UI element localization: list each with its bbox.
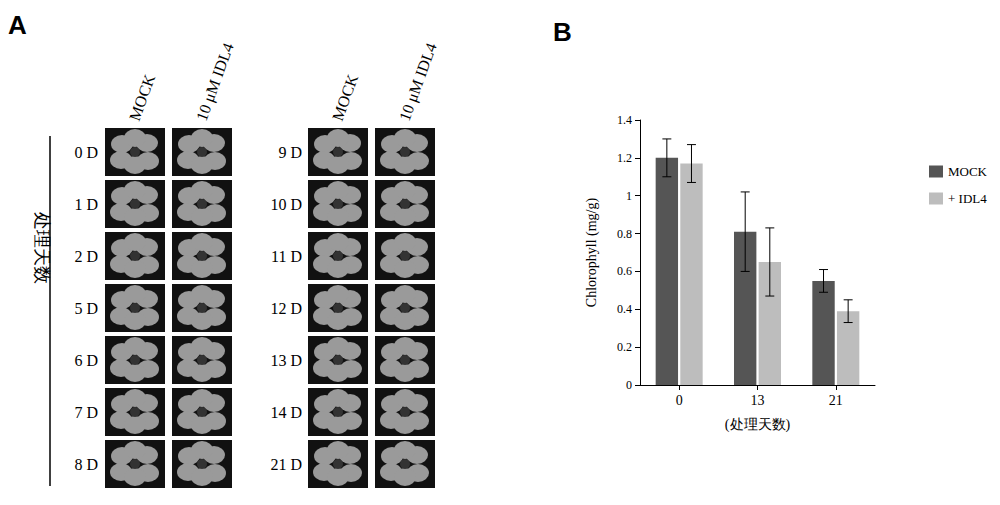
svg-text:MOCK: MOCK [329,72,362,123]
svg-text:0: 0 [626,378,632,392]
svg-text:(处理天数): (处理天数) [725,417,791,433]
svg-text:9 D: 9 D [278,144,302,161]
svg-text:11 D: 11 D [271,248,302,265]
svg-text:0.2: 0.2 [617,340,632,354]
svg-text:MOCK: MOCK [126,72,159,123]
svg-text:10 D: 10 D [270,196,302,213]
svg-text:0.8: 0.8 [617,227,632,241]
svg-text:处理天数: 处理天数 [32,212,52,284]
svg-text:2 D: 2 D [74,248,98,265]
svg-text:14 D: 14 D [270,404,302,421]
svg-text:+ IDL4: + IDL4 [948,191,987,206]
svg-text:7 D: 7 D [74,404,98,421]
svg-text:Chlorophyll (mg/g): Chlorophyll (mg/g) [584,198,600,308]
svg-text:0 D: 0 D [74,144,98,161]
svg-text:21 D: 21 D [270,456,302,473]
svg-text:1.2: 1.2 [617,151,632,165]
svg-text:5 D: 5 D [74,300,98,317]
svg-text:A: A [8,10,27,40]
svg-text:10 μM IDL4: 10 μM IDL4 [396,41,441,124]
svg-text:12 D: 12 D [270,300,302,317]
svg-text:MOCK: MOCK [948,164,988,179]
svg-text:21: 21 [829,393,843,408]
svg-text:0.6: 0.6 [617,264,632,278]
svg-text:10 μM IDL4: 10 μM IDL4 [193,41,238,124]
svg-text:1.4: 1.4 [617,113,632,127]
svg-text:1 D: 1 D [74,196,98,213]
svg-text:13: 13 [751,393,765,408]
svg-text:13 D: 13 D [270,352,302,369]
svg-text:6 D: 6 D [74,352,98,369]
svg-text:1: 1 [626,189,632,203]
svg-text:8 D: 8 D [74,456,98,473]
svg-text:B: B [553,17,572,47]
svg-text:0.4: 0.4 [617,302,632,316]
svg-text:0: 0 [676,393,683,408]
